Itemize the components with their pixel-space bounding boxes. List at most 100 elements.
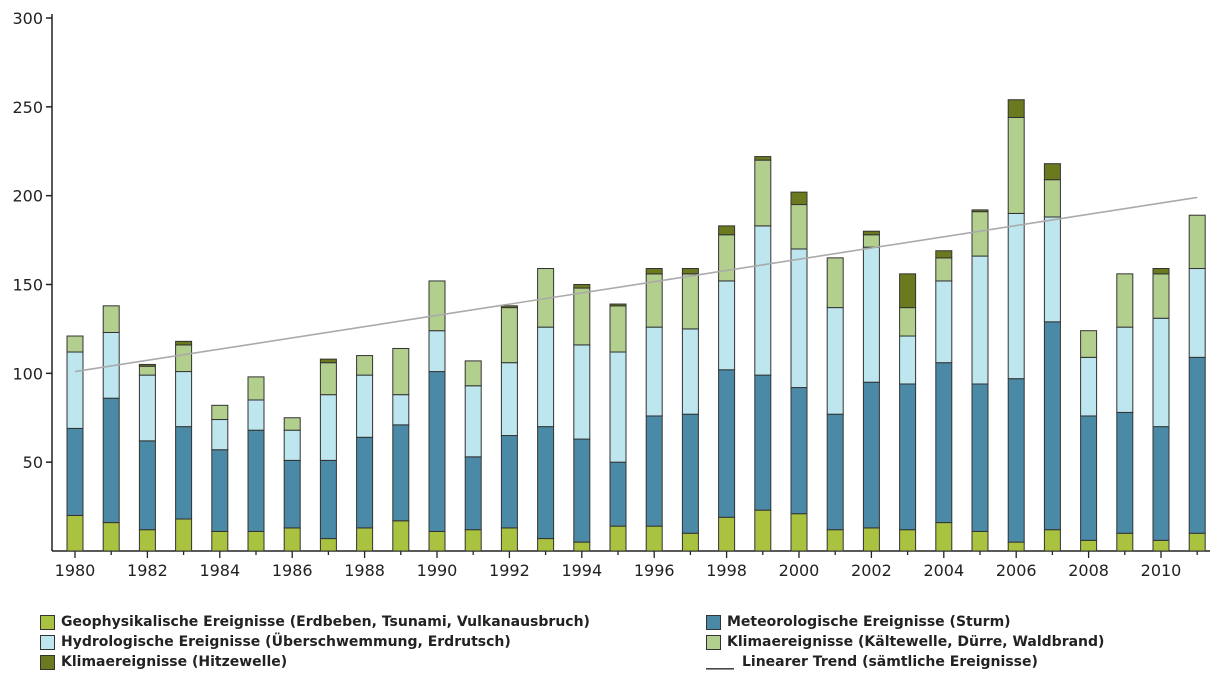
- bar-segment-0: [681, 532, 699, 552]
- bar-segment-0: [66, 514, 84, 552]
- bar-segment-0: [175, 518, 193, 552]
- bar-segment-0: [645, 525, 663, 552]
- bar-segment-4: [1152, 268, 1170, 275]
- bar-segment-0: [573, 541, 591, 552]
- bar-segment-2: [319, 394, 337, 461]
- bar-segment-0: [283, 527, 301, 552]
- bar-segment-3: [1043, 179, 1061, 218]
- legend-label-hyd: Hydrologische Ereignisse (Überschwemmung…: [61, 634, 511, 650]
- bar-segment-1: [862, 381, 880, 529]
- bar-segment-3: [138, 365, 156, 376]
- bar-segment-3: [573, 287, 591, 346]
- bar-segment-0: [138, 529, 156, 552]
- y-tick-label: 50: [23, 453, 43, 472]
- bar-segment-2: [537, 326, 555, 428]
- bar-segment-0: [464, 529, 482, 552]
- bar-segment-0: [790, 513, 808, 552]
- bar-segment-4: [319, 358, 337, 364]
- bar-segment-1: [428, 371, 446, 532]
- bar-segment-1: [645, 415, 663, 527]
- bar-segment-1: [537, 426, 555, 540]
- bar-segment-0: [1116, 532, 1134, 552]
- x-tick-label: 1996: [634, 561, 675, 580]
- bar-segment-4: [1007, 99, 1025, 118]
- bar-segment-2: [211, 419, 229, 451]
- trend-layer: [74, 196, 1198, 373]
- bar-segment-4: [138, 363, 156, 367]
- legend-item-met: Meteorologische Ereignisse (Sturm): [706, 614, 1011, 630]
- bar-segment-3: [500, 307, 518, 364]
- bar-segment-1: [681, 413, 699, 534]
- bar-segment-2: [66, 351, 84, 429]
- bar-segment-3: [790, 204, 808, 250]
- bar-segment-1: [66, 427, 84, 516]
- legend-label-hitze: Klimaereignisse (Hitzewelle): [61, 654, 288, 670]
- bar-segment-2: [681, 328, 699, 415]
- legend-trend-mark: ____: [706, 654, 734, 670]
- bar-segment-2: [573, 344, 591, 440]
- x-tick-label: 1992: [489, 561, 530, 580]
- x-tick-label: 2000: [779, 561, 820, 580]
- bar-segment-2: [609, 351, 627, 463]
- bar-segment-1: [1188, 356, 1206, 534]
- bar-segment-0: [102, 522, 120, 552]
- bar-segment-0: [1043, 529, 1061, 552]
- bar-segment-1: [211, 449, 229, 532]
- bar-segment-1: [826, 413, 844, 531]
- bars-layer: [66, 99, 1206, 552]
- bar-segment-2: [1188, 268, 1206, 358]
- bar-segment-0: [537, 538, 555, 552]
- x-tick-label: 1986: [272, 561, 313, 580]
- bar-segment-2: [247, 399, 265, 431]
- bar-segment-3: [464, 360, 482, 387]
- bar-segment-3: [66, 335, 84, 353]
- x-tick-label: 1982: [127, 561, 168, 580]
- legend-swatch-hyd: [40, 634, 55, 650]
- bar-segment-4: [500, 305, 518, 309]
- bar-segment-1: [1007, 378, 1025, 543]
- bar-segment-2: [1152, 317, 1170, 428]
- bar-segment-3: [247, 376, 265, 401]
- bar-segment-3: [428, 280, 446, 332]
- x-tick-label: 1988: [344, 561, 385, 580]
- bar-segment-3: [1080, 330, 1098, 358]
- bar-segment-1: [500, 435, 518, 529]
- bar-segment-1: [1116, 411, 1134, 534]
- bar-segment-3: [754, 159, 772, 227]
- bar-segment-3: [609, 305, 627, 353]
- bar-segment-3: [102, 305, 120, 333]
- bar-segment-0: [211, 530, 229, 552]
- bar-segment-4: [175, 340, 193, 346]
- bar-segment-1: [790, 387, 808, 515]
- bar-segment-1: [718, 369, 736, 518]
- bar-segment-0: [826, 529, 844, 552]
- bar-segment-3: [283, 417, 301, 431]
- bar-segment-3: [862, 234, 880, 248]
- bar-segment-0: [935, 522, 953, 552]
- bar-segment-0: [319, 538, 337, 552]
- legend-label-met: Meteorologische Ereignisse (Sturm): [727, 614, 1011, 630]
- bar-segment-1: [464, 456, 482, 531]
- bar-segment-3: [718, 234, 736, 282]
- bar-segment-1: [175, 426, 193, 520]
- legend-item-geo: Geophysikalische Ereignisse (Erdbeben, T…: [40, 614, 590, 630]
- bar-segment-2: [754, 225, 772, 376]
- bar-segment-0: [754, 509, 772, 552]
- x-tick-label: 2004: [923, 561, 964, 580]
- bar-segment-2: [1007, 212, 1025, 380]
- x-tick-label: 1998: [706, 561, 747, 580]
- legend-swatch-klima: [706, 634, 721, 650]
- legend-swatch-geo: [40, 614, 55, 630]
- tick-labels: 50 100 150 200 250 300 1980 1982 1984 1986 1988 199…: [12, 9, 1181, 580]
- bar-segment-1: [1152, 426, 1170, 541]
- bar-segment-0: [1188, 532, 1206, 552]
- bar-segment-2: [1080, 356, 1098, 417]
- bar-segment-0: [862, 527, 880, 552]
- x-tick-label: 1980: [55, 561, 96, 580]
- bar-segment-1: [935, 362, 953, 524]
- bar-segment-2: [428, 330, 446, 373]
- bar-segment-1: [283, 459, 301, 529]
- legend: Geophysikalische Ereignisse (Erdbeben, T…: [0, 600, 1213, 675]
- x-tick-label: 1984: [199, 561, 240, 580]
- bar-segment-0: [428, 530, 446, 552]
